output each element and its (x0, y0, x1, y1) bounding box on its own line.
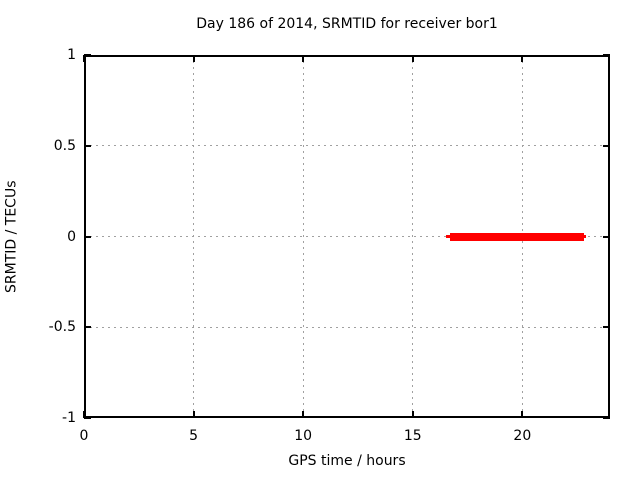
x-tick-mark-top (302, 55, 305, 62)
x-tick-mark (521, 411, 524, 418)
gridline-horizontal (84, 236, 610, 237)
y-tick-mark (84, 417, 91, 419)
y-tick-mark-right (603, 54, 610, 56)
x-tick-mark-top (192, 55, 195, 62)
x-tick-mark (192, 411, 195, 418)
gridline-horizontal (84, 145, 610, 147)
x-tick-mark-top (521, 55, 524, 62)
y-tick-mark (84, 54, 91, 56)
y-tick-mark-right (603, 235, 610, 238)
series-line-srmtid (445, 235, 450, 238)
x-axis-label: GPS time / hours (288, 453, 406, 469)
plot-area (83, 54, 610, 419)
series-line-srmtid (450, 232, 584, 241)
chart-title: Day 186 of 2014, SRMTID for receiver bor… (196, 16, 498, 32)
y-tick-mark-right (603, 326, 610, 329)
x-tick-mark-top (83, 55, 85, 62)
y-tick-label: -1 (62, 410, 76, 426)
gridline-horizontal (84, 326, 610, 328)
y-tick-mark (84, 144, 91, 147)
y-tick-label: 0.5 (53, 137, 76, 154)
x-tick-mark (83, 411, 85, 418)
x-tick-mark-top (411, 55, 414, 62)
x-tick-label: 15 (403, 428, 422, 444)
x-tick-label: 10 (294, 428, 313, 444)
y-tick-label: 1 (67, 47, 76, 63)
x-tick-label: 5 (189, 428, 199, 444)
x-tick-mark (411, 411, 414, 418)
y-tick-mark-right (603, 144, 610, 147)
x-tick-mark (302, 411, 305, 418)
y-tick-label: 0 (67, 228, 76, 245)
x-tick-label: 20 (513, 428, 532, 444)
y-tick-mark (84, 235, 91, 238)
y-tick-label: -0.5 (48, 319, 76, 336)
y-tick-mark-right (603, 417, 610, 419)
series-line-srmtid (583, 235, 586, 238)
y-tick-mark (84, 326, 91, 329)
x-tick-label: 0 (79, 428, 89, 444)
